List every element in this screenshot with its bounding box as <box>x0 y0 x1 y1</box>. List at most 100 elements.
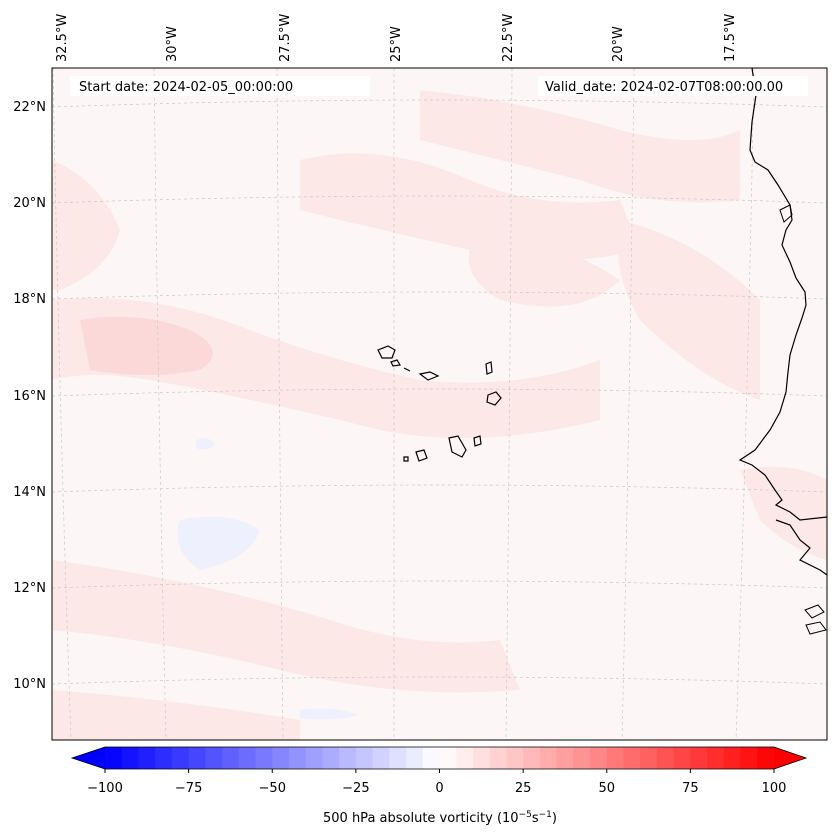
lat-label-14n: 14°N <box>13 485 46 500</box>
colorbar-segment <box>339 747 357 769</box>
start-date-box <box>70 76 370 96</box>
colorbar-tick-label: 0 <box>435 781 443 796</box>
colorbar-segment <box>305 747 323 769</box>
valid-date-label: Valid_date: 2024-02-07T08:00:00.00 <box>545 80 783 95</box>
colorbar-extend-low <box>72 747 105 769</box>
lat-label-18n: 18°N <box>13 292 46 307</box>
island-sao-vicente <box>390 359 401 367</box>
lon-label-22-5w: 22.5°W <box>501 14 516 62</box>
parallel-line <box>52 676 827 685</box>
meridian-line <box>153 68 167 740</box>
colorbar-segment <box>389 747 407 769</box>
colorbar-segment <box>439 747 457 769</box>
colorbar-segment <box>188 747 206 769</box>
colorbar-segment <box>255 747 273 769</box>
meridian-line <box>735 68 755 740</box>
colorbar-extend-high <box>774 747 806 769</box>
island-fogo <box>415 449 428 462</box>
colorbar-segment <box>740 747 758 769</box>
colorbar-tick-label: 100 <box>762 781 787 796</box>
lat-label-22n: 22°N <box>13 100 46 115</box>
colorbar-tick-label: 25 <box>515 781 532 796</box>
colorbar-segment <box>121 747 139 769</box>
island-santo-antao <box>377 345 396 359</box>
colorbar-segment <box>205 747 223 769</box>
colorbar-segment <box>422 747 441 769</box>
meridian-line <box>621 68 635 740</box>
colorbar-segment <box>171 747 190 769</box>
colorbar-segment <box>406 747 424 769</box>
parallel-line <box>52 195 827 204</box>
island-maio <box>473 435 482 447</box>
graticule <box>52 68 827 740</box>
meridian-line <box>505 68 513 740</box>
meridian-line <box>276 68 284 740</box>
colorbar-segment <box>138 747 156 769</box>
colorbar-segment <box>489 747 507 769</box>
colorbar-segment <box>623 747 641 769</box>
colorbar-segment <box>556 747 574 769</box>
lon-label-27-5w: 27.5°W <box>278 14 293 62</box>
colorbar-ticks: −100 −75 −50 −25 0 25 50 75 100 <box>87 769 786 796</box>
colorbar-tick-label: −100 <box>87 781 123 796</box>
colorbar-label: 500 hPa absolute vorticity (10−5s−1) <box>323 810 557 826</box>
lon-label-25w: 25°W <box>389 26 404 62</box>
colorbar-segment <box>590 747 608 769</box>
colorbar-segment <box>523 747 541 769</box>
parallel-line <box>52 291 827 300</box>
cape-verde-islands <box>377 345 502 462</box>
parallel-line <box>52 99 827 108</box>
colorbar-tick-label: −75 <box>175 781 202 796</box>
valid-date-box <box>538 76 808 96</box>
colorbar-segment <box>322 747 340 769</box>
colorbar-segment <box>606 747 624 769</box>
colorbar-tick-label: −50 <box>259 781 286 796</box>
parallel-line <box>52 580 827 589</box>
colorbar-segment <box>372 747 390 769</box>
colorbar-segment <box>288 747 307 769</box>
colorbar-segment <box>506 747 524 769</box>
vorticity-field <box>52 68 827 740</box>
longitude-labels: 32.5°W 30°W 27.5°W 25°W 22.5°W 20°W 17.5… <box>55 14 738 62</box>
colorbar-segment <box>673 747 691 769</box>
latitude-labels: 22°N 20°N 18°N 16°N 14°N 12°N 10°N <box>13 100 46 692</box>
island-sao-nicolau <box>418 371 440 381</box>
coastline <box>738 68 827 635</box>
colorbar-tick-label: −25 <box>342 781 369 796</box>
colorbar-segment <box>472 747 491 769</box>
colorbar-segment <box>456 747 474 769</box>
lon-label-20w: 20°W <box>611 26 626 62</box>
colorbar-segment <box>757 747 775 769</box>
colorbar: −100 −75 −50 −25 0 25 50 75 100 500 hPa absolute… <box>70 746 808 826</box>
colorbar-tick-label: 50 <box>598 781 615 796</box>
colorbar-segment <box>656 747 675 769</box>
colorbar-segment <box>723 747 742 769</box>
lat-label-16n: 16°N <box>13 389 46 404</box>
africa-coast <box>738 68 827 521</box>
lat-label-20n: 20°N <box>13 196 46 211</box>
colorbar-segment <box>222 747 240 769</box>
colorbar-segments <box>105 747 775 769</box>
colorbar-segment <box>573 747 591 769</box>
island-sal <box>485 361 493 375</box>
colorbar-segment <box>105 747 123 769</box>
lat-label-10n: 10°N <box>13 677 46 692</box>
lon-label-17-5w: 17.5°W <box>723 14 738 62</box>
map-frame <box>51 67 828 741</box>
colorbar-segment <box>707 747 725 769</box>
colorbar-segment <box>272 747 290 769</box>
meridian-line <box>52 68 72 740</box>
colorbar-segment <box>640 747 658 769</box>
parallel-line <box>52 484 827 493</box>
island-santiago <box>448 435 467 458</box>
island-brava <box>403 456 409 462</box>
colorbar-tick-label: 75 <box>682 781 699 796</box>
colorbar-segment <box>355 747 374 769</box>
colorbar-segment <box>238 747 257 769</box>
lat-label-12n: 12°N <box>13 581 46 596</box>
parallel-line <box>52 388 827 397</box>
lon-label-30w: 30°W <box>165 26 180 62</box>
island-boa-vista <box>486 391 502 406</box>
lon-label-32-5w: 32.5°W <box>55 14 70 62</box>
